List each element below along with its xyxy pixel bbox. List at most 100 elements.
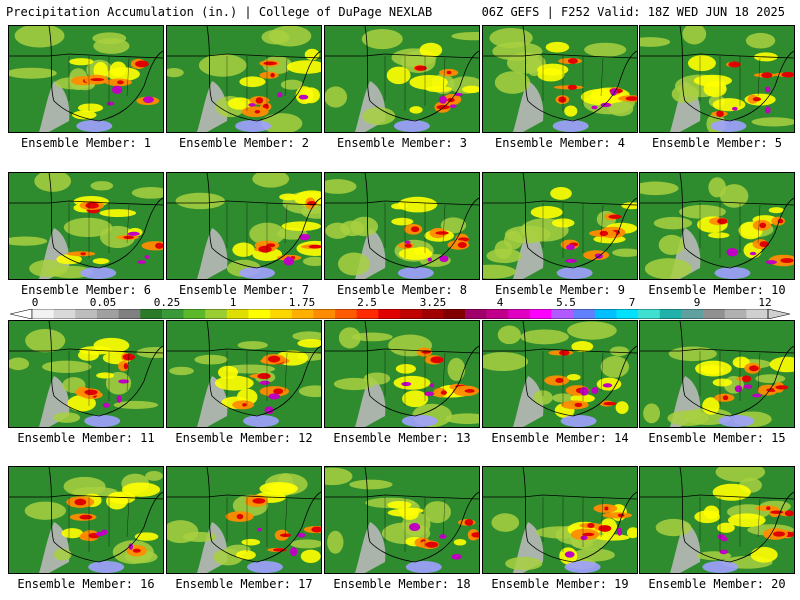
very-heavy-precip — [123, 363, 129, 370]
light-precip — [483, 352, 529, 372]
light-precip — [325, 86, 348, 108]
heavy-precip — [433, 387, 447, 398]
very-heavy-precip — [759, 241, 769, 248]
moderate-precip — [530, 205, 563, 219]
moderate-precip — [286, 60, 321, 74]
moderate-precip — [564, 105, 578, 117]
state-borders — [542, 203, 604, 258]
very-heavy-precip — [430, 356, 444, 364]
light-precip — [14, 26, 65, 48]
very-heavy-precip — [132, 548, 141, 553]
colorbar-swatch — [746, 309, 769, 319]
very-heavy-precip — [784, 510, 794, 517]
precip-map — [640, 321, 794, 427]
tropical-precip — [246, 561, 283, 573]
light-precip — [584, 42, 627, 57]
country-border — [325, 200, 479, 206]
colorbar-swatch — [508, 309, 531, 319]
ensemble-member-label: Ensemble Member: 12 — [175, 431, 313, 445]
very-heavy-precip — [781, 71, 794, 78]
very-heavy-precip — [440, 390, 447, 395]
light-precip — [520, 329, 569, 345]
coastline — [48, 173, 163, 269]
very-heavy-precip — [717, 218, 728, 225]
very-heavy-precip — [558, 96, 567, 103]
coastline — [679, 173, 794, 269]
light-precip — [72, 486, 118, 498]
moderate-precip — [413, 246, 430, 256]
extreme-precip — [424, 391, 435, 397]
light-precip — [658, 234, 685, 255]
ensemble-map-panel — [8, 466, 164, 574]
precip-map — [483, 173, 637, 279]
very-heavy-precip — [617, 513, 625, 517]
light-precip — [497, 325, 521, 345]
extreme-precip — [430, 383, 435, 388]
moderate-precip — [281, 221, 321, 231]
ensemble-map-panel — [639, 466, 795, 574]
very-heavy-precip — [599, 230, 609, 236]
very-heavy-precip — [559, 350, 570, 356]
light-precip — [679, 204, 726, 219]
ensemble-member-label: Ensemble Member: 15 — [648, 431, 786, 445]
extreme-precip — [731, 106, 738, 111]
very-heavy-precip — [117, 80, 124, 85]
very-heavy-precip — [135, 60, 149, 68]
very-heavy-precip — [74, 498, 87, 506]
very-heavy-precip — [273, 548, 287, 552]
state-borders — [699, 203, 761, 258]
moderate-precip — [214, 375, 254, 391]
light-precip — [260, 113, 303, 132]
extreme-precip — [299, 233, 311, 241]
state-borders — [226, 203, 288, 258]
extreme-precip — [259, 380, 271, 385]
colorbar-swatch — [551, 309, 574, 319]
colorbar-swatch — [270, 309, 293, 319]
light-precip — [63, 217, 113, 238]
light-precip — [53, 412, 81, 423]
very-heavy-precip — [85, 202, 99, 209]
colorbar-swatch — [464, 309, 487, 319]
very-heavy-precip — [464, 389, 475, 393]
light-precip — [90, 181, 114, 191]
very-heavy-precip — [587, 522, 595, 529]
country-border — [640, 494, 794, 500]
moderate-precip — [93, 337, 130, 354]
coastline — [522, 26, 637, 122]
light-precip — [445, 413, 479, 425]
tropical-precip — [702, 561, 739, 573]
light-precip — [567, 321, 617, 340]
light-precip — [327, 530, 344, 554]
state-borders — [226, 497, 288, 552]
moderate-precip — [397, 196, 438, 213]
arid-region — [513, 81, 544, 132]
moderate-precip — [241, 538, 261, 546]
country-border — [325, 53, 479, 59]
very-heavy-precip — [728, 61, 741, 68]
very-heavy-precip — [574, 402, 583, 407]
country-border — [640, 200, 794, 206]
tropical-precip — [405, 561, 442, 573]
precip-map — [9, 173, 163, 279]
colorbar-tick-label: 3.25 — [419, 296, 447, 309]
extreme-precip — [449, 104, 457, 108]
colorbar-swatch — [421, 309, 444, 319]
extreme-precip — [137, 260, 146, 264]
coastline — [679, 467, 794, 563]
colorbar-tick-label: 0.05 — [89, 296, 117, 309]
colorbar-swatch — [32, 309, 54, 319]
colorbar-tick-label: 2.5 — [357, 296, 377, 309]
light-precip — [505, 556, 543, 571]
light-precip — [252, 173, 290, 188]
moderate-precip — [92, 258, 110, 265]
ensemble-member-label: Ensemble Member: 16 — [17, 577, 155, 591]
state-borders — [699, 497, 761, 552]
light-precip — [447, 357, 466, 382]
precip-map — [483, 467, 637, 573]
colorbar-swatch — [291, 309, 314, 319]
very-heavy-precip — [722, 395, 729, 401]
moderate-precip — [453, 538, 467, 546]
ensemble-member-label: Ensemble Member: 13 — [333, 431, 471, 445]
moderate-precip — [750, 546, 778, 563]
light-precip — [290, 539, 321, 549]
